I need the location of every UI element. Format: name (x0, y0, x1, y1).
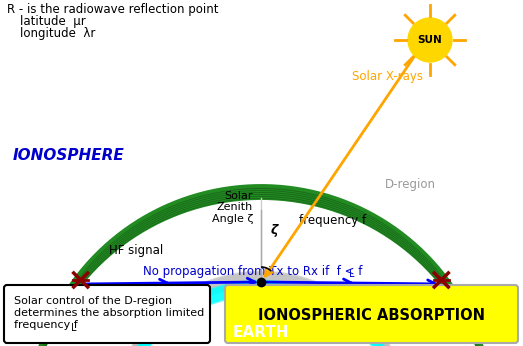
Text: L: L (349, 269, 355, 279)
Text: R - is the radiowave reflection point: R - is the radiowave reflection point (7, 3, 219, 16)
Text: R: R (266, 283, 276, 296)
Text: 80
km: 80 km (266, 312, 285, 341)
Text: L: L (71, 323, 76, 333)
Text: Receiver: Receiver (417, 290, 465, 300)
FancyBboxPatch shape (225, 285, 518, 343)
Text: SUN: SUN (418, 35, 442, 45)
Text: frequency f: frequency f (299, 214, 366, 227)
Text: frequency f: frequency f (14, 320, 78, 330)
Text: IONOSPHERIC ABSORPTION: IONOSPHERIC ABSORPTION (257, 308, 484, 322)
Text: longitude  λr: longitude λr (20, 27, 95, 40)
FancyBboxPatch shape (4, 285, 210, 343)
Text: Solar
Zenith
Angle ζ: Solar Zenith Angle ζ (211, 191, 253, 224)
Text: EARTH: EARTH (233, 325, 289, 340)
Text: D-region: D-region (385, 178, 436, 191)
Circle shape (408, 18, 452, 62)
Text: Solar X-rays: Solar X-rays (352, 70, 423, 83)
Text: Transmitter: Transmitter (49, 290, 112, 300)
Text: IONOSPHERE: IONOSPHERE (13, 148, 125, 163)
Text: latitude  μr: latitude μr (20, 15, 86, 28)
Text: Solar control of the D-region: Solar control of the D-region (14, 296, 172, 306)
Text: No propagation from Tx to Rx if  f < f: No propagation from Tx to Rx if f < f (143, 265, 362, 278)
Text: HF signal: HF signal (109, 244, 163, 257)
Text: determines the absorption limited: determines the absorption limited (14, 308, 204, 318)
Text: ζ: ζ (271, 224, 278, 237)
